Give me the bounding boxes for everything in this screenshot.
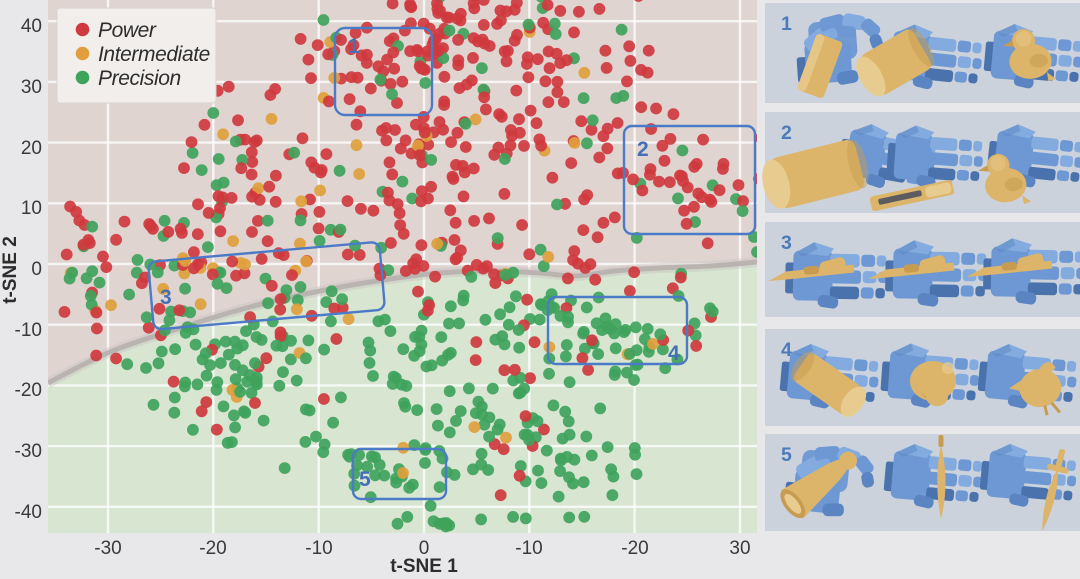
svg-text:t-SNE 1: t-SNE 1 xyxy=(390,556,458,577)
svg-text:30: 30 xyxy=(729,538,750,559)
svg-text:-10: -10 xyxy=(305,538,332,559)
svg-text:Precision: Precision xyxy=(98,67,181,90)
svg-text:3: 3 xyxy=(781,232,792,254)
svg-text:2: 2 xyxy=(781,122,792,144)
svg-text:t-SNE 2: t-SNE 2 xyxy=(0,236,21,304)
svg-text:-40: -40 xyxy=(15,502,42,523)
svg-text:20: 20 xyxy=(21,138,42,159)
svg-text:4: 4 xyxy=(668,342,680,365)
svg-text:1: 1 xyxy=(348,35,360,58)
svg-text:0: 0 xyxy=(419,538,430,559)
svg-text:2: 2 xyxy=(637,138,649,161)
svg-text:-10: -10 xyxy=(15,320,42,341)
svg-text:Intermediate: Intermediate xyxy=(98,43,210,66)
svg-text:40: 40 xyxy=(21,16,42,37)
svg-text:30: 30 xyxy=(21,77,42,98)
svg-text:3: 3 xyxy=(160,286,172,309)
svg-text:-10: -10 xyxy=(515,538,542,559)
svg-text:-30: -30 xyxy=(15,441,42,462)
svg-text:-20: -20 xyxy=(621,538,648,559)
svg-text:-20: -20 xyxy=(199,538,226,559)
svg-text:5: 5 xyxy=(781,444,792,466)
svg-text:0: 0 xyxy=(31,259,42,280)
svg-text:-30: -30 xyxy=(94,538,121,559)
svg-text:Power: Power xyxy=(98,19,157,42)
svg-text:-20: -20 xyxy=(15,380,42,401)
svg-text:4: 4 xyxy=(781,339,792,361)
svg-text:1: 1 xyxy=(781,13,792,35)
svg-text:5: 5 xyxy=(359,468,371,491)
svg-text:10: 10 xyxy=(21,198,42,219)
